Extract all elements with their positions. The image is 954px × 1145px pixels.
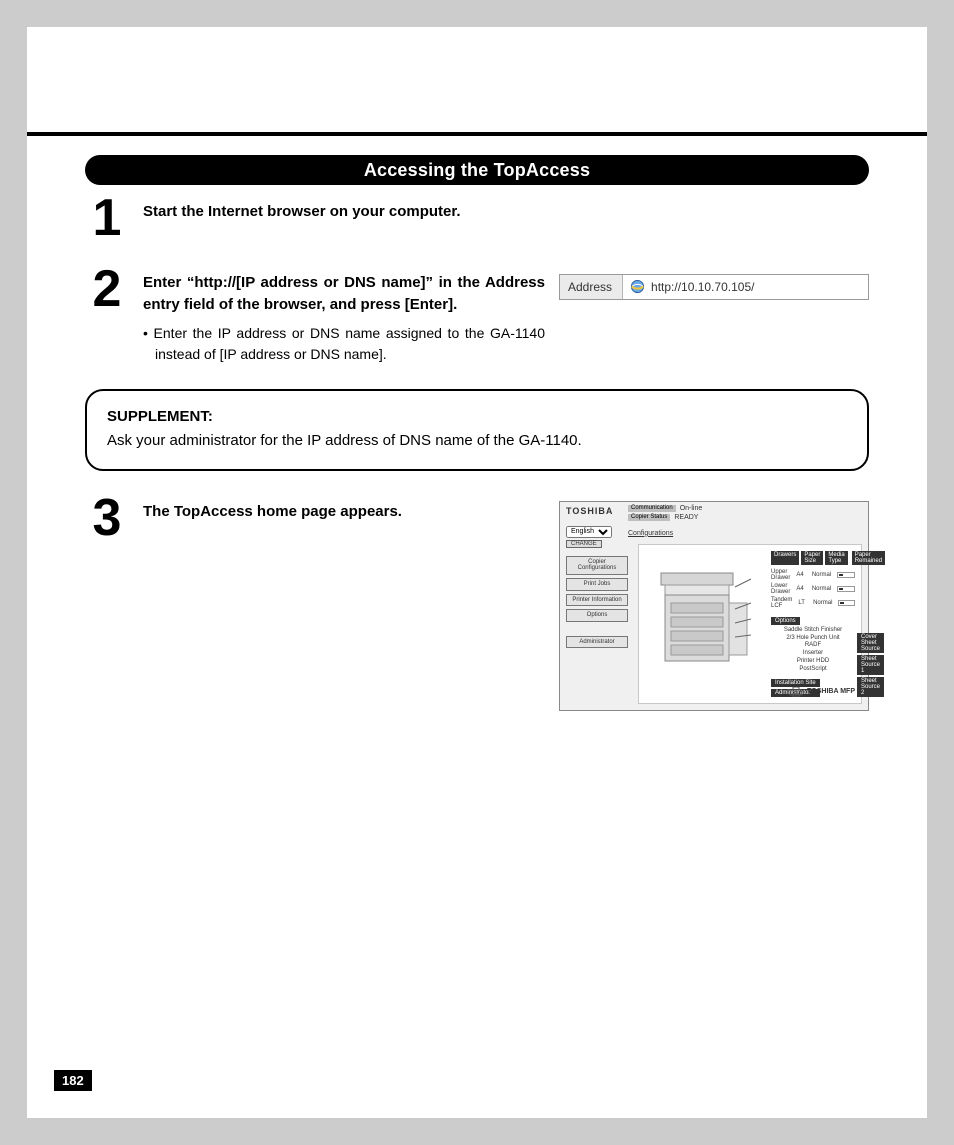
cell: Normal xyxy=(812,586,831,592)
option-item: Saddle Stitch Finisher xyxy=(771,627,855,635)
table-row: Lower Drawer A4 Normal xyxy=(771,583,855,595)
step-number: 3 xyxy=(85,495,129,542)
step-3-text: The TopAccess home page appears. xyxy=(143,501,545,524)
options-list: Saddle Stitch Finisher 2/3 Hole Punch Un… xyxy=(771,627,855,674)
sidebar-item[interactable]: Printer Information xyxy=(566,594,628,607)
main-panel: Drawers Paper Size Media Type Paper Rema… xyxy=(638,544,862,704)
cell: Upper Drawer xyxy=(771,569,790,581)
footer-badge: Sheet Source 2 xyxy=(857,677,884,697)
footer-badges-mid: Cover Sheet Source Sheet Source 1 Sheet … xyxy=(857,633,884,697)
language-select[interactable]: English xyxy=(566,526,612,538)
document-page: Accessing the TopAccess 1 Start the Inte… xyxy=(27,27,927,1118)
option-item: Printer HDD xyxy=(771,658,855,666)
sidebar-item[interactable]: Administrator xyxy=(566,636,628,649)
table-header: Drawers xyxy=(771,551,799,565)
table-header: Paper Size xyxy=(801,551,823,565)
cell: Normal xyxy=(813,600,832,606)
page-number: 182 xyxy=(54,1070,92,1091)
address-label: Address xyxy=(560,275,623,299)
step-title: Start the Internet browser on your compu… xyxy=(143,201,869,224)
cell: Tandem LCF xyxy=(771,597,792,609)
step-number: 2 xyxy=(85,266,129,313)
footer-badge: Installation Site xyxy=(771,679,820,687)
cell: Normal xyxy=(812,572,831,578)
step-1: 1 Start the Internet browser on your com… xyxy=(85,195,869,242)
ie-icon xyxy=(630,279,645,294)
step-title: Enter “http://[IP address or DNS name]” … xyxy=(143,272,545,317)
step-body: Enter “http://[IP address or DNS name]” … xyxy=(143,266,869,365)
topaccess-screenshot: TOSHIBA Communication On-line Copier Sta… xyxy=(559,501,869,711)
change-button[interactable]: CHANGE xyxy=(566,540,602,548)
level-indicator xyxy=(837,572,855,578)
step-body: Start the Internet browser on your compu… xyxy=(143,195,869,224)
supplement-box: SUPPLEMENT: Ask your administrator for t… xyxy=(85,389,869,471)
breadcrumb: Configurations xyxy=(628,530,673,537)
toshiba-logo: TOSHIBA xyxy=(566,506,613,516)
drawer-table: Drawers Paper Size Media Type Paper Rema… xyxy=(771,551,855,674)
options-header: Options xyxy=(771,617,800,625)
supplement-body: Ask your administrator for the IP addres… xyxy=(107,429,847,453)
supplement-title: SUPPLEMENT: xyxy=(107,405,847,429)
address-field: http://10.10.70.105/ xyxy=(623,275,868,299)
copier-illustration xyxy=(657,567,753,677)
sidebar-item[interactable]: Options xyxy=(566,609,628,622)
table-row: Upper Drawer A4 Normal xyxy=(771,569,855,581)
step-3: 3 The TopAccess home page appears. TOSHI… xyxy=(85,495,869,711)
status-area: Communication On-line Copier Status READ… xyxy=(628,505,862,523)
sidebar-item[interactable]: Print Jobs xyxy=(566,578,628,591)
sidebar: Copier Configurations Print Jobs Printer… xyxy=(566,556,628,649)
language-selector: English CHANGE xyxy=(566,526,612,548)
step-2: 2 Enter “http://[IP address or DNS name]… xyxy=(85,266,869,365)
table-header: Media Type xyxy=(825,551,847,565)
status-label: Copier Status xyxy=(628,514,670,521)
status-value: On-line xyxy=(680,505,703,512)
footer-brand: TOSHIBA MFP xyxy=(789,687,855,697)
footer-badge: Cover Sheet Source xyxy=(857,633,884,653)
cell: A4 xyxy=(796,586,805,592)
option-item: Inserter xyxy=(771,650,855,658)
option-item: PostScript xyxy=(771,666,855,674)
status-label: Communication xyxy=(628,505,676,512)
step-2-text: Enter “http://[IP address or DNS name]” … xyxy=(143,272,545,365)
option-item: 2/3 Hole Punch Unit xyxy=(771,635,855,643)
status-value: READY xyxy=(674,514,698,521)
section-heading: Accessing the TopAccess xyxy=(85,155,869,185)
cell: A4 xyxy=(796,572,805,578)
level-indicator xyxy=(838,600,855,606)
address-url: http://10.10.70.105/ xyxy=(651,280,754,294)
step-bullet: • Enter the IP address or DNS name assig… xyxy=(143,323,545,365)
browser-address-bar: Address http://10.10.70.105/ xyxy=(559,274,869,300)
table-row: Tandem LCF LT Normal xyxy=(771,597,855,609)
level-indicator xyxy=(837,586,855,592)
sidebar-item[interactable]: Copier Configurations xyxy=(566,556,628,575)
step-body: The TopAccess home page appears. TOSHIBA… xyxy=(143,495,869,711)
option-item: RADF xyxy=(771,642,855,650)
footer-badge: Sheet Source 1 xyxy=(857,655,884,675)
cell: Lower Drawer xyxy=(771,583,790,595)
cell: LT xyxy=(798,600,807,606)
printer-icon xyxy=(789,687,803,697)
top-horizontal-rule xyxy=(27,132,927,136)
step-title: The TopAccess home page appears. xyxy=(143,501,545,524)
page-content: Accessing the TopAccess 1 Start the Inte… xyxy=(85,155,869,735)
step-number: 1 xyxy=(85,195,129,242)
table-header: Paper Remained xyxy=(852,551,885,565)
footer-brand-text: TOSHIBA MFP xyxy=(807,688,855,695)
